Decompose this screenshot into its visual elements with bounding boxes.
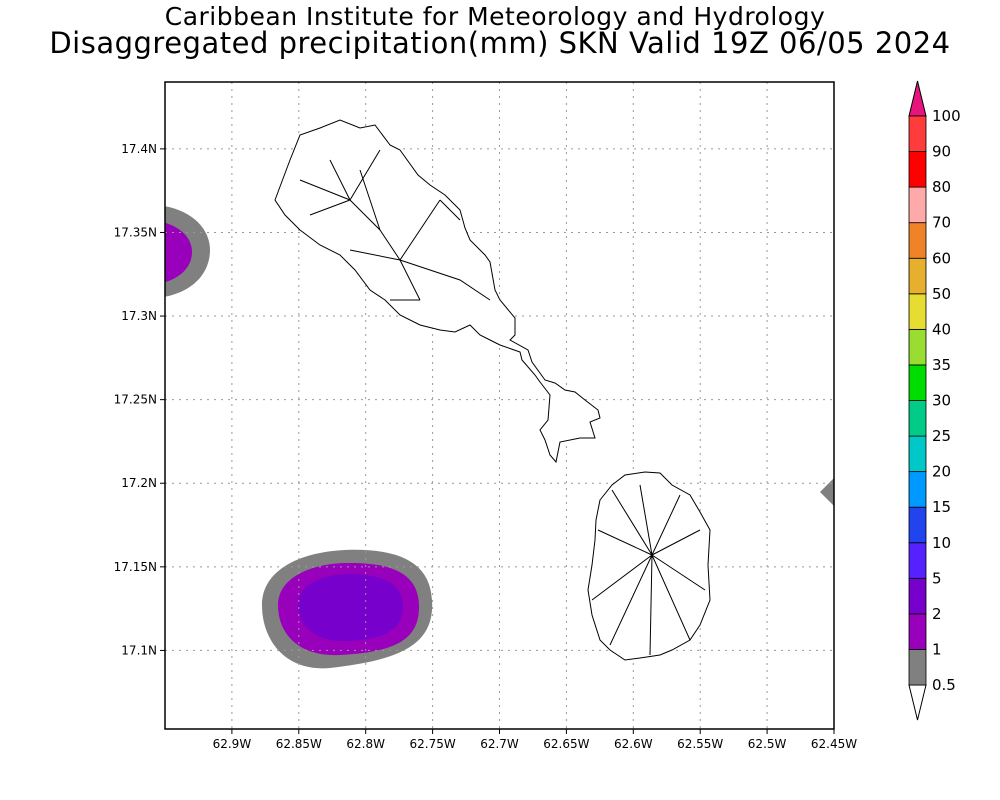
colorbar-swatch [908, 151, 927, 188]
y-axis-ticks: 17.1N 17.15N 17.2N 17.25N 17.3N 17.35N 17.4N [114, 142, 165, 657]
y-tick-label: 17.3N [121, 309, 157, 323]
x-tick-label: 62.7W [480, 737, 519, 751]
x-tick-label: 62.85W [276, 737, 322, 751]
colorbar-label: 1 [932, 640, 942, 658]
x-tick-label: 62.6W [614, 737, 653, 751]
colorbar-swatch [908, 328, 927, 366]
colorbar-under-triangle [908, 684, 927, 721]
colorbar-label: 20 [932, 463, 951, 481]
x-axis-ticks: 62.9W 62.85W 62.8W 62.75W 62.7W 62.65W 62.6W 62… [213, 729, 857, 751]
colorbar-label: 15 [932, 498, 951, 516]
colorbar-label: 35 [932, 356, 951, 374]
x-tick-label: 62.55W [677, 737, 723, 751]
colorbar-label: 70 [932, 214, 951, 232]
colorbar-swatch [908, 506, 927, 544]
colorbar-swatch [908, 400, 927, 437]
title-line-1: Caribbean Institute for Meteorology and … [164, 2, 826, 31]
colorbar-label: 5 [932, 569, 942, 587]
colorbar-swatch [908, 542, 927, 579]
colorbar-label: 80 [932, 178, 951, 196]
colorbar-over-triangle [908, 80, 927, 117]
y-tick-label: 17.1N [121, 643, 157, 657]
colorbar-swatch [908, 613, 927, 650]
x-tick-label: 62.8W [346, 737, 385, 751]
precip-area-east-gray [820, 478, 834, 506]
title-line-2: Disaggregated precipitation(mm) SKN Vali… [49, 26, 951, 60]
precip-area-southwest-purple [298, 574, 403, 642]
y-tick-label: 17.35N [114, 225, 157, 239]
grid-lines [165, 82, 834, 729]
island-st-kitts [274, 119, 601, 464]
y-tick-label: 17.25N [114, 393, 157, 407]
y-tick-label: 17.2N [121, 476, 157, 490]
colorbar-label: 90 [932, 143, 951, 161]
colorbar-swatch [908, 471, 927, 508]
colorbar-swatch [908, 364, 927, 401]
precip-layer [165, 206, 834, 669]
colorbar-label: 60 [932, 249, 951, 267]
x-tick-label: 62.9W [213, 737, 252, 751]
colorbar-swatch [908, 293, 927, 330]
colorbar-swatch [908, 577, 927, 615]
colorbar-swatch [908, 186, 927, 224]
precip-area-west-magenta [165, 222, 192, 283]
y-tick-label: 17.15N [114, 560, 157, 574]
x-tick-label: 62.5W [748, 737, 787, 751]
x-tick-label: 62.65W [543, 737, 589, 751]
island-nevis [587, 471, 711, 661]
colorbar-label: 10 [932, 534, 951, 552]
colorbar-swatch [908, 435, 927, 473]
colorbar-label: 30 [932, 392, 951, 410]
x-tick-label: 62.45W [811, 737, 857, 751]
colorbar-label: 50 [932, 285, 951, 303]
y-tick-label: 17.4N [121, 142, 157, 156]
colorbar-label: 25 [932, 427, 951, 445]
colorbar-label: 0.5 [932, 676, 956, 694]
colorbar-swatch [908, 257, 927, 295]
colorbar-label: 2 [932, 605, 942, 623]
colorbar-label: 40 [932, 320, 951, 338]
colorbar-swatch [908, 115, 927, 152]
colorbar-swatch [908, 222, 927, 259]
colorbar-swatch [908, 649, 927, 686]
colorbar-label: 100 [932, 107, 961, 125]
x-tick-label: 62.75W [409, 737, 455, 751]
